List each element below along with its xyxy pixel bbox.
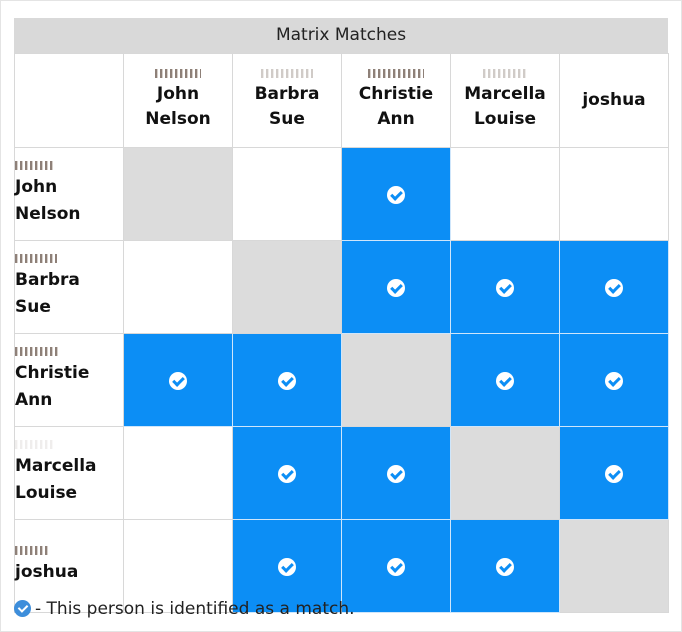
column-header-christie-ann: Christie Ann — [341, 53, 451, 148]
check-circle-icon — [14, 600, 31, 617]
column-header-barbra-sue: Barbra Sue — [232, 53, 342, 148]
match-cell — [559, 426, 669, 520]
row-header-line2: Louise — [15, 482, 78, 503]
check-circle-icon — [278, 464, 296, 483]
signature-scribble — [261, 69, 313, 78]
signature-scribble — [155, 69, 201, 78]
self-cell — [232, 240, 342, 334]
row-header: Christie Ann — [14, 333, 124, 427]
check-circle-icon — [169, 371, 187, 390]
signature-scribble — [15, 346, 59, 356]
row-header-line1: John — [15, 176, 58, 197]
self-cell — [559, 519, 669, 613]
empty-cell — [450, 147, 560, 241]
column-header-line1: Marcella — [464, 84, 546, 104]
column-header-line1: joshua — [582, 90, 646, 110]
row-header: Barbra Sue — [14, 240, 124, 334]
match-cell — [341, 426, 451, 520]
corner-cell — [14, 53, 124, 148]
check-circle-icon — [496, 278, 514, 297]
check-circle-icon — [387, 278, 405, 297]
match-cell — [559, 240, 669, 334]
match-cell — [341, 240, 451, 334]
check-circle-icon — [387, 557, 405, 576]
check-circle-icon — [387, 464, 405, 483]
empty-cell — [123, 426, 233, 520]
row-header-line1: Barbra — [15, 269, 80, 290]
match-cell — [559, 333, 669, 427]
check-circle-icon — [496, 557, 514, 576]
matrix-row: John Nelson — [14, 147, 669, 241]
column-header-line1: John — [156, 84, 200, 104]
match-cell — [450, 240, 560, 334]
row-header: John Nelson — [14, 147, 124, 241]
column-header-line2: Sue — [269, 109, 305, 129]
column-header-joshua: joshua — [559, 53, 669, 148]
match-cell — [341, 147, 451, 241]
column-header-line2: Nelson — [145, 109, 211, 129]
row-header-line1: joshua — [15, 562, 79, 582]
check-circle-icon — [605, 371, 623, 390]
signature-scribble — [15, 160, 55, 170]
column-header-line2: Louise — [473, 109, 537, 129]
empty-cell — [559, 147, 669, 241]
signature-scribble — [15, 439, 55, 449]
match-cell — [450, 333, 560, 427]
empty-cell — [232, 147, 342, 241]
signature-scribble — [483, 69, 527, 78]
row-header-line1: Christie — [15, 362, 90, 383]
signature-scribble — [15, 253, 57, 263]
match-cell — [232, 333, 342, 427]
column-header-marcella-louise: Marcella Louise — [450, 53, 560, 148]
row-header: joshua — [14, 519, 124, 613]
check-circle-icon — [605, 464, 623, 483]
empty-cell — [123, 240, 233, 334]
matrix-row: joshua — [14, 519, 669, 613]
match-cell — [232, 426, 342, 520]
match-cell — [123, 333, 233, 427]
self-cell — [450, 426, 560, 520]
match-cell — [232, 519, 342, 613]
column-header-line2: Ann — [377, 109, 415, 129]
match-cell — [341, 519, 451, 613]
signature-scribble — [368, 69, 424, 78]
signature-scribble — [15, 546, 49, 555]
row-header-line1: Marcella — [15, 455, 97, 476]
row-header: Marcella Louise — [14, 426, 124, 520]
matrix-row: Marcella Louise — [14, 426, 669, 520]
check-circle-icon — [278, 557, 296, 576]
matrix-title: Matrix Matches — [14, 18, 668, 53]
row-header-line2: Ann — [15, 389, 53, 410]
column-header-line1: Barbra — [254, 84, 320, 104]
row-header-line2: Nelson — [15, 203, 81, 224]
empty-cell — [123, 519, 233, 613]
check-circle-icon — [387, 185, 405, 204]
matrix-row: Barbra Sue — [14, 240, 669, 334]
self-cell — [123, 147, 233, 241]
column-header-line1: Christie — [358, 84, 434, 104]
check-circle-icon — [605, 278, 623, 297]
row-header-line2: Sue — [15, 296, 51, 317]
match-cell — [450, 519, 560, 613]
match-matrix: John Nelson Barbra Sue Christie Ann Marc… — [14, 53, 669, 613]
legend: - This person is identified as a match. — [14, 597, 355, 621]
check-circle-icon — [496, 371, 514, 390]
legend-text: - This person is identified as a match. — [35, 599, 355, 619]
check-circle-icon — [278, 371, 296, 390]
self-cell — [341, 333, 451, 427]
matrix-row: Christie Ann — [14, 333, 669, 427]
header-row: John Nelson Barbra Sue Christie Ann Marc… — [14, 53, 669, 148]
column-header-john-nelson: John Nelson — [123, 53, 233, 148]
